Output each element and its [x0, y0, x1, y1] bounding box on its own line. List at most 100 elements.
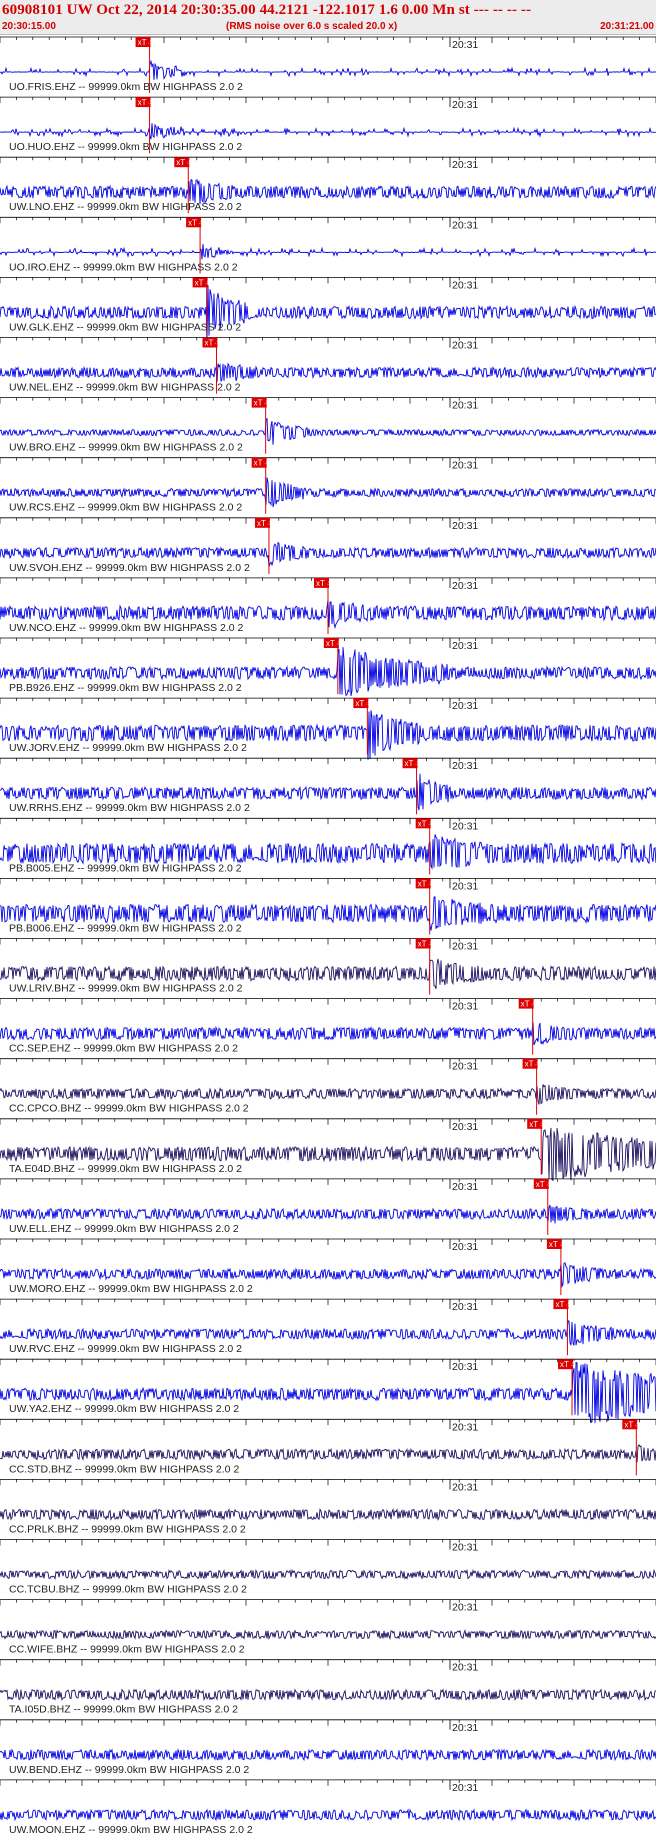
- trace-row: 20:31 xT 4 UW.RRHS.EHZ -- 99999.0km BW HIG…: [0, 757, 656, 815]
- pick-tag: [527, 1118, 543, 1129]
- station-label: UW.GLK.EHZ -- 99999.0km BW HIGHPASS 2.0 …: [9, 321, 241, 333]
- waveform: [0, 834, 656, 870]
- pick-tag: [251, 397, 267, 408]
- minute-marker-label: 20:31: [452, 1181, 478, 1193]
- pick-tag: [174, 157, 190, 168]
- waveform: [0, 1204, 656, 1224]
- waveform: [0, 1808, 656, 1822]
- waveform: [0, 285, 656, 340]
- trace-row: 20:31 xT 4 UW.NCO.EHZ -- 99999.0km BW HIGH…: [0, 577, 656, 634]
- pick-tag-label: xT 4: [521, 1000, 537, 1009]
- pick-tag: [518, 998, 534, 1009]
- waveform: [0, 1022, 656, 1046]
- trace-row: 20:31 CC.TCBU.BHZ -- 99999.0km BW HIGHPAS…: [0, 1539, 656, 1596]
- station-label: PB.B006.EHZ -- 99999.0km BW HIGHPASS 2.0…: [9, 922, 242, 934]
- waveform: [0, 1262, 656, 1288]
- minute-marker-label: 20:31: [452, 39, 478, 51]
- minute-marker-label: 20:31: [452, 640, 478, 652]
- pick-tag: [186, 217, 202, 228]
- trace-row: 20:31 xT 4 CC.SEP.EHZ -- 99999.0km BW HIGH…: [0, 998, 656, 1055]
- pick-tag: [323, 638, 339, 648]
- minute-marker-label: 20:31: [452, 880, 478, 892]
- waveform: [0, 59, 656, 80]
- seismogram-panel: 20:31 xT 4 UO.FRIS.EHZ -- 99999.0km BW HIG…: [0, 35, 656, 1838]
- pick-tag-label: xT 4: [555, 1300, 571, 1309]
- pick-tag-label: xT 4: [326, 639, 342, 648]
- waveform: [0, 1748, 656, 1762]
- minute-marker-label: 20:31: [452, 1421, 478, 1433]
- minute-marker-label: 20:31: [452, 1241, 478, 1253]
- minute-marker-label: 20:31: [452, 760, 478, 772]
- minute-marker-label: 20:31: [452, 279, 478, 291]
- pick-tag: [254, 517, 270, 528]
- minute-marker-label: 20:31: [452, 159, 478, 171]
- waveform: [0, 417, 656, 445]
- waveform: [0, 362, 656, 382]
- trace-row: 20:31 xT 4 UW.GLK.EHZ -- 99999.0km BW HIGH…: [0, 276, 656, 340]
- minute-marker-label: 20:31: [452, 520, 478, 532]
- station-label: CC.TCBU.BHZ -- 99999.0km BW HIGHPASS 2.0…: [9, 1584, 247, 1596]
- pick-tag-label: xT 4: [405, 759, 421, 768]
- trace-row: 20:31 xT 4 UW.BRO.EHZ -- 99999.0km BW HIGH…: [0, 397, 656, 454]
- pick-tag-label: xT 4: [418, 879, 434, 888]
- waveform: [0, 1084, 656, 1105]
- minute-marker-label: 20:31: [452, 1481, 478, 1493]
- pick-tag-label: xT 4: [138, 98, 154, 107]
- pick-tag: [415, 938, 431, 949]
- pick-tag: [192, 277, 208, 288]
- waveform: [0, 896, 656, 931]
- pick-tag-label: xT 4: [204, 339, 220, 348]
- trace-row: 20:31 xT 4 UW.RVC.EHZ -- 99999.0km BW HIGH…: [0, 1298, 656, 1356]
- waveform: [0, 477, 656, 508]
- trace-row: 20:31 xT 4 UW.LRIV.BHZ -- 99999.0km BW HIG…: [0, 938, 656, 995]
- pick-tag-label: xT 4: [138, 38, 154, 47]
- station-label: CC.STD.BHZ -- 99999.0km BW HIGHPASS 2.0 …: [9, 1463, 239, 1475]
- trace-row: 20:31 xT 4 UO.HUO.EHZ -- 99999.0km BW HIGH…: [0, 96, 656, 154]
- pick-tag-label: xT 4: [536, 1180, 552, 1189]
- station-label: UW.LRIV.BHZ -- 99999.0km BW HIGHPASS 2.0…: [9, 983, 243, 995]
- waveform: [0, 1127, 656, 1182]
- station-label: UW.RVC.EHZ -- 99999.0km BW HIGHPASS 2.0 …: [9, 1343, 242, 1355]
- pick-tag-label: xT 4: [195, 278, 211, 287]
- pick-tag: [202, 337, 218, 348]
- station-label: CC.CPCO.BHZ -- 99999.0km BW HIGHPASS 2.0…: [9, 1103, 249, 1115]
- waveform: [0, 541, 656, 568]
- station-label: UW.MORO.EHZ -- 99999.0km BW HIGHPASS 2.0…: [9, 1283, 253, 1295]
- minute-marker-label: 20:31: [452, 1602, 478, 1614]
- station-label: UW.YA2.EHZ -- 99999.0km BW HIGHPASS 2.0 …: [9, 1403, 239, 1415]
- station-label: UW.NEL.EHZ -- 99999.0km BW HIGHPASS 2.0 …: [9, 382, 241, 394]
- station-label: CC.PRLK.BHZ -- 99999.0km BW HIGHPASS 2.0…: [9, 1523, 246, 1535]
- trace-row: 20:31 xT 4 UW.ELL.EHZ -- 99999.0km BW HIGH…: [0, 1178, 656, 1235]
- minute-marker-label: 20:31: [452, 700, 478, 712]
- pick-tag-label: xT 4: [624, 1420, 640, 1429]
- pick-tag-label: xT 4: [418, 940, 434, 949]
- waveform: [0, 1507, 656, 1522]
- station-label: CC.WIFE.BHZ -- 99999.0km BW HIGHPASS 2.0…: [9, 1644, 245, 1656]
- minute-marker-label: 20:31: [452, 1722, 478, 1734]
- trace-row: 20:31 TA.I05D.BHZ -- 99999.0km BW HIGHPAS…: [0, 1659, 656, 1716]
- trace-row: 20:31 xT 4 UW.LNO.EHZ -- 99999.0km BW HIGH…: [0, 156, 656, 214]
- minute-marker-label: 20:31: [452, 1542, 478, 1554]
- minute-marker-label: 20:31: [452, 400, 478, 412]
- pick-tag: [533, 1178, 549, 1189]
- waveform: [0, 1320, 656, 1346]
- minute-marker-label: 20:31: [452, 99, 478, 111]
- trace-row: 20:31 xT 4 UW.SVOH.EHZ -- 99999.0km BW HIG…: [0, 517, 656, 574]
- minute-marker-label: 20:31: [452, 820, 478, 832]
- minute-marker-label: 20:31: [452, 340, 478, 352]
- waveform: [0, 958, 656, 989]
- pick-tag: [135, 97, 151, 108]
- trace-row: 20:31 xT 4 UW.NEL.EHZ -- 99999.0km BW HIGH…: [0, 337, 656, 394]
- station-label: UW.NCO.EHZ -- 99999.0km BW HIGHPASS 2.0 …: [9, 622, 244, 634]
- pick-tag-label: xT 4: [176, 158, 192, 167]
- pick-tag-label: xT 4: [316, 579, 332, 588]
- minute-marker-label: 20:31: [452, 1361, 478, 1373]
- pick-tag: [251, 457, 267, 468]
- station-label: UW.ELL.EHZ -- 99999.0km BW HIGHPASS 2.0 …: [9, 1223, 239, 1235]
- trace-row: 20:31 xT 4 UW.MORO.EHZ -- 99999.0km BW HIG…: [0, 1238, 656, 1296]
- trace-row: 20:31 xT 4 PB.B926.EHZ -- 99999.0km BW HIG…: [0, 637, 656, 697]
- pick-tag-label: xT 4: [549, 1240, 565, 1249]
- minute-marker-label: 20:31: [452, 460, 478, 472]
- waveform: [0, 1568, 656, 1581]
- waveform: [0, 710, 656, 760]
